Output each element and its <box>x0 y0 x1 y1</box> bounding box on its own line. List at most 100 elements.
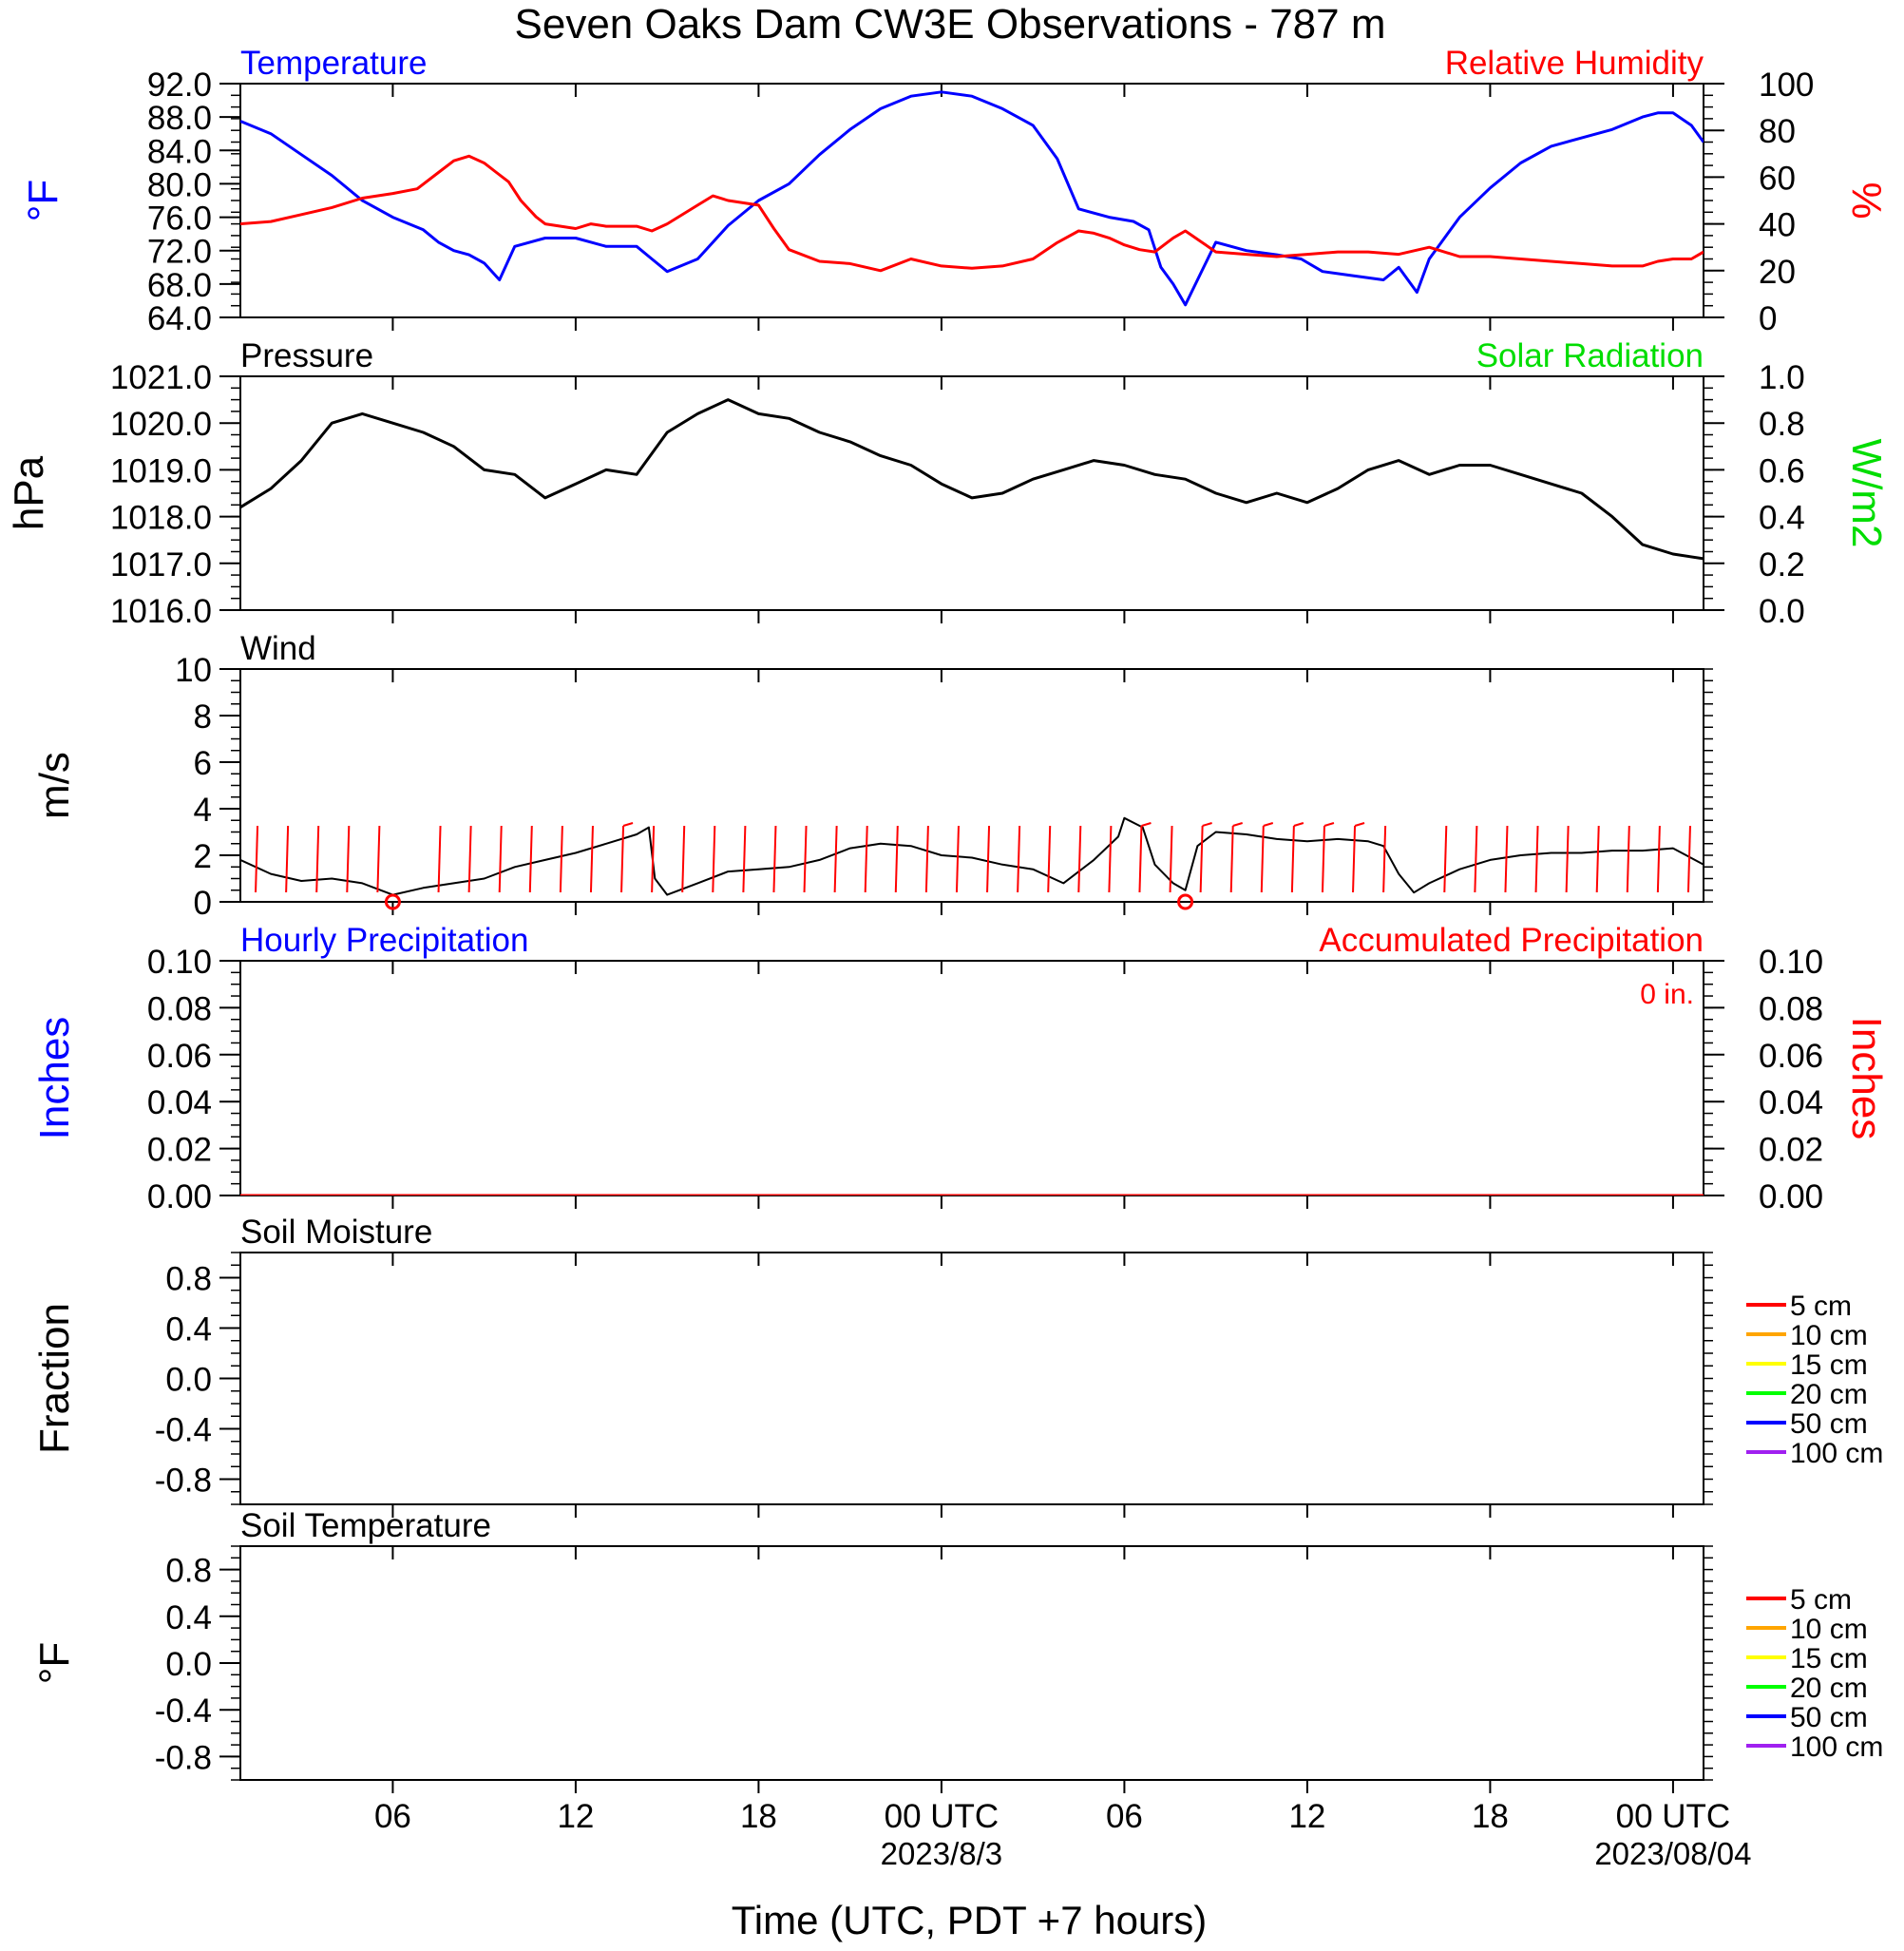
y-axis-label-right: W/m2 <box>1843 439 1890 548</box>
wind-barb <box>955 825 960 893</box>
y-axis-label-left: m/s <box>31 752 78 819</box>
wind-barb <box>285 825 290 893</box>
x-axis-label: Time (UTC, PDT +7 hours) <box>732 1898 1208 1942</box>
wind-barb <box>1565 825 1570 893</box>
y-tick-label-left: 72.0 <box>147 234 212 271</box>
y-tick-label-right: 60 <box>1759 160 1796 197</box>
wind-barb-flag <box>1323 822 1335 827</box>
wind-barb <box>712 825 716 893</box>
y-tick-label-left: 92.0 <box>147 67 212 104</box>
legend-label: 5 cm <box>1790 1291 1852 1322</box>
wind-barb <box>651 825 656 893</box>
y-tick-label-left: 0.8 <box>165 1261 212 1298</box>
panels: 64.068.072.076.080.084.088.092.002040608… <box>6 45 1890 1793</box>
wind-barb <box>1382 825 1387 893</box>
y-tick-label-left: 1018.0 <box>110 500 212 537</box>
panel-title-right: Solar Radiation <box>1476 337 1704 374</box>
y-axis-label-left: °F <box>20 180 67 221</box>
wind-barb <box>1595 825 1600 893</box>
x-tick-date: 2023/08/04 <box>1594 1836 1751 1871</box>
wind-barb <box>467 825 472 893</box>
panel-title-left: Soil Moisture <box>240 1214 432 1251</box>
y-tick-label-right: 0.04 <box>1759 1084 1823 1121</box>
wind-barb <box>1474 825 1478 893</box>
wind-barb <box>1108 825 1113 893</box>
y-tick-label-right: 0 <box>1759 300 1777 337</box>
calm-marker <box>1177 893 1194 910</box>
wind-barb <box>346 825 351 893</box>
y-tick-label-left: 1019.0 <box>110 452 212 489</box>
panel-title-left: Soil Temperature <box>240 1507 491 1544</box>
y-tick-label-left: 0.00 <box>147 1178 212 1215</box>
panel-title-right: Relative Humidity <box>1445 45 1704 82</box>
wind-barb <box>1443 825 1448 893</box>
panel-title-right: Accumulated Precipitation <box>1319 922 1704 959</box>
x-tick-label: 00 UTC <box>1616 1798 1731 1835</box>
panel-pressure: 1016.0 1017.0 1018.0 1019.0 1020.0 1021.0 0.0 0… <box>6 337 1890 630</box>
wind-barb-flag <box>1293 822 1304 827</box>
wind-barb <box>1138 825 1143 893</box>
y-axis-label-left: Inches <box>31 1017 78 1140</box>
panel-temperature: 64.068.072.076.080.084.088.092.0 0 20 40 60 8… <box>20 45 1890 337</box>
panel-wind: 0 2 4 6 8 10 Wind m/s <box>31 630 1713 922</box>
wind-barb <box>894 825 899 893</box>
wind-barb <box>1260 825 1265 893</box>
panel-title-left: Pressure <box>240 337 373 374</box>
legend-label: 100 cm <box>1790 1438 1883 1469</box>
y-tick-label-left: 84.0 <box>147 133 212 170</box>
wind-barb <box>376 825 381 893</box>
y-axis-label-left: Fraction <box>31 1303 78 1454</box>
x-tick-label: 12 <box>557 1798 594 1835</box>
wind-barb <box>1504 825 1509 893</box>
legend-label: 100 cm <box>1790 1731 1883 1763</box>
wind-barb <box>1229 825 1234 893</box>
y-tick-label-right: 20 <box>1759 254 1796 291</box>
y-tick-label-right: 0.02 <box>1759 1132 1823 1169</box>
wind-barb <box>1321 825 1325 893</box>
panel-soil_moisture: -0.8 -0.4 0.0 0.4 0.8 Soil Moisture Fraction 5 … <box>31 1214 1883 1518</box>
legend-label: 10 cm <box>1790 1614 1868 1645</box>
y-axis-label-right: Inches <box>1843 1017 1890 1140</box>
x-tick-date: 2023/8/3 <box>881 1836 1002 1871</box>
wind-barb <box>1077 825 1082 893</box>
y-tick-label-left: -0.8 <box>155 1463 212 1500</box>
y-tick-label-left: 2 <box>194 838 212 875</box>
wind-barb <box>1352 825 1357 893</box>
legend-label: 15 cm <box>1790 1349 1868 1381</box>
y-tick-label-right: 0.8 <box>1759 406 1805 443</box>
y-tick-label-right: 80 <box>1759 113 1796 150</box>
y-tick-label-left: 0 <box>194 885 212 922</box>
wind-barb <box>1290 825 1295 893</box>
y-tick-label-right: 0.6 <box>1759 452 1805 489</box>
y-tick-label-left: 0.06 <box>147 1038 212 1075</box>
wind-barb-flag <box>1263 822 1274 827</box>
wind-barb <box>742 825 747 893</box>
series-line-temperature-1 <box>240 154 1704 273</box>
calm-marker <box>384 893 401 910</box>
y-tick-label-left: 8 <box>194 698 212 736</box>
wind-barb-flag <box>1141 822 1152 827</box>
panel-annotation: 0 in. <box>1640 979 1694 1010</box>
y-tick-label-left: 1020.0 <box>110 406 212 443</box>
wind-barb <box>1626 825 1630 893</box>
legend-label: 50 cm <box>1790 1408 1868 1440</box>
y-tick-label-right: 0.08 <box>1759 990 1823 1027</box>
y-tick-label-right: 40 <box>1759 207 1796 244</box>
wind-barb <box>833 825 838 893</box>
series-line-temperature-0 <box>240 90 1704 307</box>
y-tick-label-left: 6 <box>194 745 212 782</box>
x-tick-label: 06 <box>1106 1798 1143 1835</box>
y-tick-label-right: 0.10 <box>1759 944 1823 981</box>
panel-title-left: Wind <box>240 630 316 667</box>
y-tick-label-left: 88.0 <box>147 100 212 137</box>
y-tick-label-left: 68.0 <box>147 267 212 304</box>
panel-frame <box>239 1252 1704 1505</box>
x-tick-label: 18 <box>1472 1798 1509 1835</box>
wind-barb-flag <box>1232 822 1243 827</box>
wind-barb <box>255 825 259 893</box>
y-tick-label-left: -0.8 <box>155 1739 212 1776</box>
series-line-wind-0 <box>240 816 1704 896</box>
y-tick-label-left: 1017.0 <box>110 546 212 583</box>
panel-frame <box>239 668 1704 903</box>
